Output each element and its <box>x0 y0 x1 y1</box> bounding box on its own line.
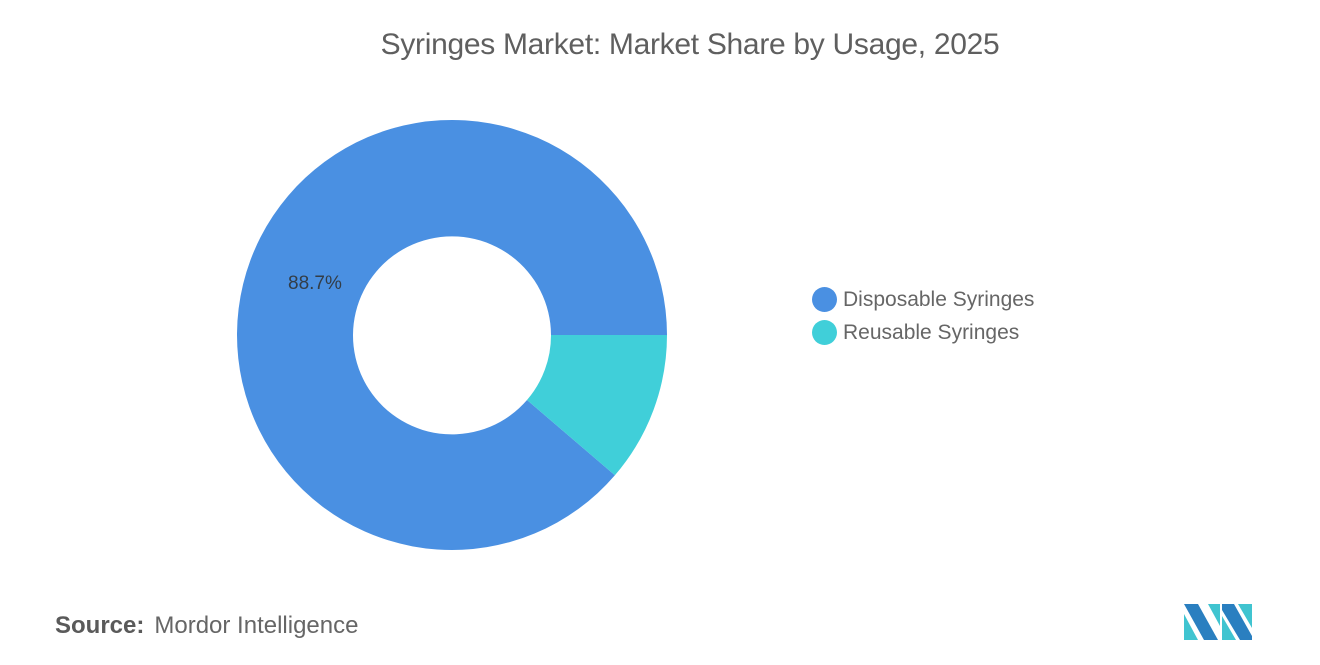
mordor-intelligence-logo-icon <box>1184 604 1252 640</box>
legend-item-disposable[interactable]: Disposable Syringes <box>812 283 1034 316</box>
source-note: Source: Mordor Intelligence <box>55 612 358 640</box>
slice-disposable-syringes[interactable] <box>237 119 668 550</box>
source-label: Source: <box>55 612 145 639</box>
legend-label: Reusable Syringes <box>843 320 1020 344</box>
legend-dot-icon <box>812 287 837 312</box>
legend: Disposable Syringes Reusable Syringes <box>812 283 1034 349</box>
slice-reusable-syringes[interactable] <box>527 335 667 476</box>
legend-item-reusable[interactable]: Reusable Syringes <box>812 316 1034 349</box>
legend-label: Disposable Syringes <box>843 287 1035 311</box>
legend-dot-icon <box>812 320 837 345</box>
data-label-disposable: 88.7% <box>288 273 342 294</box>
source-value: Mordor Intelligence <box>154 612 359 639</box>
chart-title: Syringes Market: Market Share by Usage, … <box>380 28 1000 61</box>
